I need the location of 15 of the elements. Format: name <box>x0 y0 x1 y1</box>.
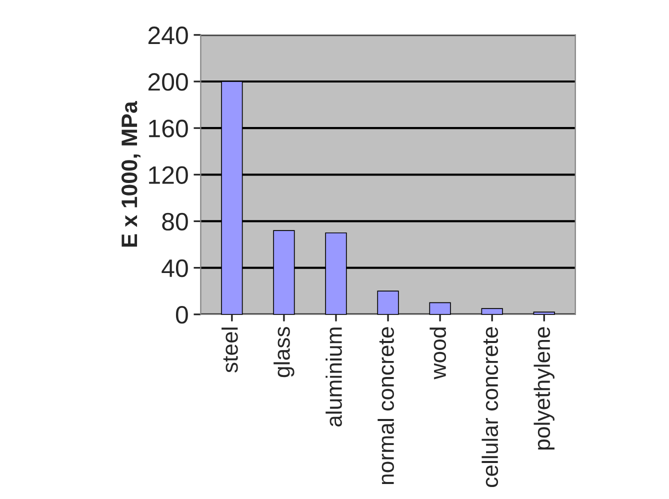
y-tick-label: 0 <box>176 306 188 324</box>
x-tick-label: normal concrete <box>378 327 394 484</box>
x-tick-label: cellular concrete <box>482 327 498 488</box>
y-tick-label: 120 <box>149 166 188 184</box>
y-tick-label: 200 <box>148 73 188 91</box>
x-tick-label: aluminium <box>326 328 342 426</box>
x-tick-label: glass <box>274 326 294 378</box>
x-tick-label: polyethylene <box>534 327 554 450</box>
y-tick-label: 80 <box>162 212 188 231</box>
y-axis-title: E x 1000, MPa <box>122 101 140 247</box>
x-tick-label: steel <box>222 328 238 372</box>
y-tick-label: 240 <box>148 26 188 44</box>
x-tick-label: wood <box>430 328 446 380</box>
y-tick-label: 160 <box>149 120 188 138</box>
y-tick-label: 40 <box>162 259 188 278</box>
